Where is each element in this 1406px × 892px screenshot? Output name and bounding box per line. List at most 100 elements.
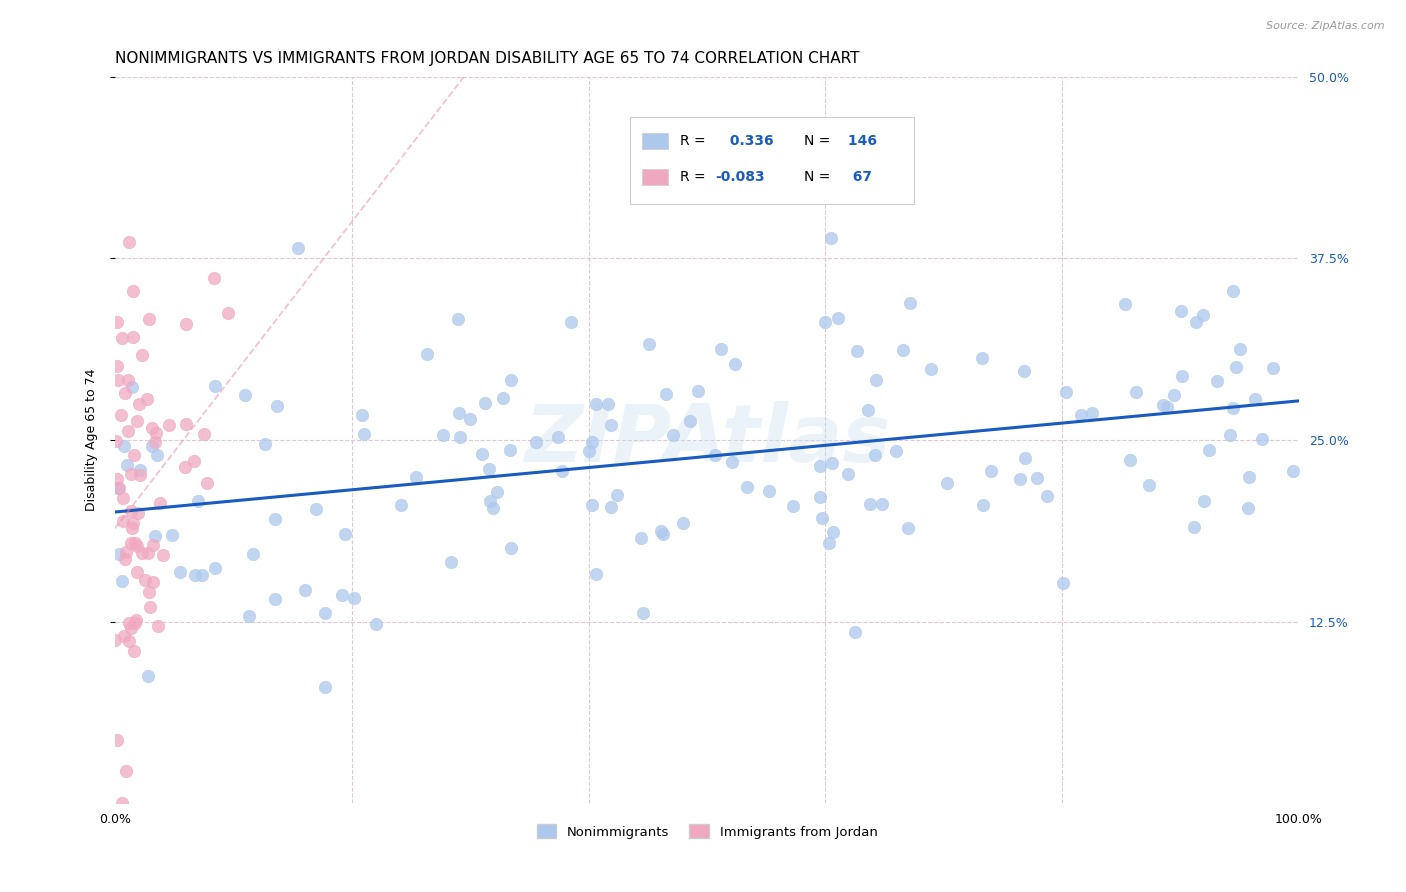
Point <box>980 464 1002 478</box>
Point <box>294 583 316 598</box>
Point <box>1225 360 1247 375</box>
Text: N =: N = <box>804 169 831 184</box>
Point <box>865 374 887 388</box>
Point <box>447 406 470 420</box>
Point <box>142 538 165 552</box>
Point <box>266 399 288 413</box>
Point <box>758 484 780 499</box>
Point <box>1185 314 1208 328</box>
Point <box>131 348 153 362</box>
Point <box>142 574 165 589</box>
Text: NONIMMIGRANTS VS IMMIGRANTS FROM JORDAN DISABILITY AGE 65 TO 74 CORRELATION CHAR: NONIMMIGRANTS VS IMMIGRANTS FROM JORDAN … <box>115 51 859 66</box>
Point <box>105 315 128 329</box>
Point <box>1237 501 1260 516</box>
Point <box>141 439 163 453</box>
Point <box>105 359 128 374</box>
Point <box>652 527 675 541</box>
Point <box>124 613 146 627</box>
Point <box>884 443 907 458</box>
Point <box>808 458 831 473</box>
Point <box>191 568 214 582</box>
Point <box>972 498 994 512</box>
Point <box>117 424 139 438</box>
Point <box>1237 469 1260 483</box>
Point <box>111 491 134 505</box>
Point <box>111 515 134 529</box>
Point <box>343 591 366 605</box>
Point <box>238 609 260 624</box>
Point <box>148 619 170 633</box>
Point <box>811 510 834 524</box>
Point <box>305 502 328 516</box>
Point <box>115 764 138 779</box>
Point <box>287 241 309 255</box>
Point <box>389 498 412 512</box>
Point <box>143 529 166 543</box>
Point <box>1206 375 1229 389</box>
Point <box>124 615 146 630</box>
Point <box>174 417 197 431</box>
Point <box>827 310 849 325</box>
Point <box>1152 398 1174 412</box>
Point <box>152 548 174 562</box>
Point <box>1222 401 1244 415</box>
Point <box>1114 297 1136 311</box>
Point <box>141 421 163 435</box>
FancyBboxPatch shape <box>630 117 914 203</box>
Point <box>124 536 146 550</box>
Point <box>501 373 523 387</box>
Point <box>581 435 603 450</box>
Point <box>891 343 914 357</box>
Point <box>585 567 607 582</box>
Point <box>630 532 652 546</box>
Text: -0.083: -0.083 <box>716 169 765 184</box>
Point <box>193 426 215 441</box>
Point <box>547 429 569 443</box>
Point <box>217 305 239 319</box>
Point <box>118 235 141 249</box>
Point <box>485 484 508 499</box>
Point <box>1137 477 1160 491</box>
Point <box>121 380 143 394</box>
Point <box>1014 450 1036 465</box>
Point <box>104 633 127 648</box>
FancyBboxPatch shape <box>643 169 668 185</box>
Point <box>183 454 205 468</box>
Point <box>202 270 225 285</box>
Point <box>127 506 149 520</box>
Point <box>174 318 197 332</box>
Text: ZIPAtlas: ZIPAtlas <box>524 401 890 479</box>
Point <box>1192 308 1215 322</box>
Point <box>264 591 287 606</box>
Point <box>120 535 142 549</box>
Point <box>578 444 600 458</box>
Legend: Nonimmigrants, Immigrants from Jordan: Nonimmigrants, Immigrants from Jordan <box>531 819 883 844</box>
Point <box>1010 472 1032 486</box>
Point <box>107 373 129 387</box>
Point <box>818 536 841 550</box>
Point <box>174 459 197 474</box>
Point <box>1035 489 1057 503</box>
Point <box>972 351 994 365</box>
Point <box>1282 465 1305 479</box>
Point <box>125 540 148 554</box>
Point <box>128 397 150 411</box>
Point <box>122 448 145 462</box>
Point <box>1219 428 1241 442</box>
Point <box>129 467 152 482</box>
Point <box>1125 384 1147 399</box>
Point <box>335 527 357 541</box>
Point <box>114 386 136 401</box>
Point <box>120 467 142 482</box>
Point <box>936 475 959 490</box>
Point <box>600 500 623 514</box>
Point <box>145 425 167 440</box>
Text: Source: ZipAtlas.com: Source: ZipAtlas.com <box>1267 21 1385 30</box>
Point <box>253 437 276 451</box>
Point <box>112 629 135 643</box>
Point <box>1251 432 1274 446</box>
Point <box>581 498 603 512</box>
Point <box>120 621 142 635</box>
Point <box>184 568 207 582</box>
Point <box>560 315 582 329</box>
